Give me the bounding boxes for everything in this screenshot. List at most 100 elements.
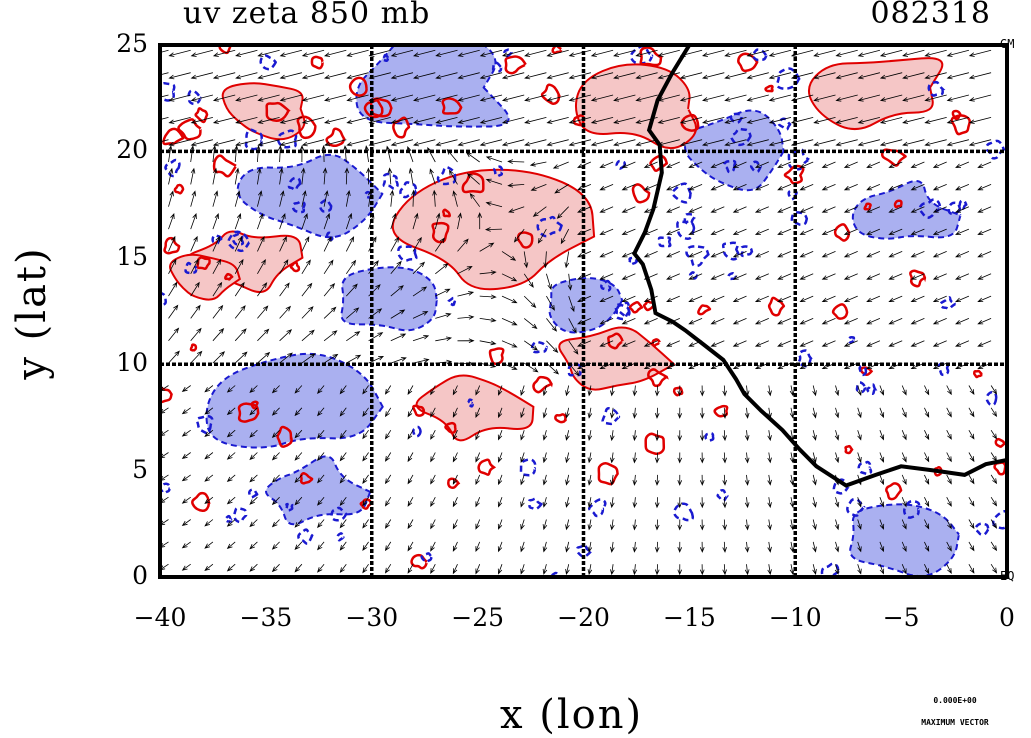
wind-vector-arrow — [181, 452, 191, 459]
wind-vector-arrow — [556, 206, 569, 219]
wind-vector-arrow — [204, 429, 214, 438]
wind-vector-arrow — [279, 259, 289, 275]
wind-vector-arrow — [294, 474, 303, 484]
wind-vector-arrow — [857, 541, 862, 553]
wind-vector-arrow — [362, 496, 369, 507]
wind-vector-arrow — [234, 235, 243, 252]
wind-vector-arrow — [746, 117, 769, 124]
y-tick-label: 15 — [116, 241, 148, 271]
wind-vector-arrow — [257, 72, 280, 80]
negative-vorticity-contour — [740, 245, 754, 258]
wind-vector-arrow — [435, 336, 453, 342]
wind-vector-arrow — [932, 251, 947, 258]
wind-vector-arrow — [368, 355, 385, 364]
wind-vector-arrow — [181, 563, 191, 571]
wind-vector-arrow — [257, 259, 266, 274]
wind-vector-arrow — [777, 340, 792, 347]
wind-vector-arrow — [902, 94, 925, 102]
wind-vector-arrow — [843, 273, 858, 280]
wind-vector-arrow — [946, 139, 969, 147]
negative-vorticity-contour — [671, 182, 692, 204]
wind-vector-arrow — [212, 213, 219, 230]
wind-vector-arrow — [317, 429, 325, 439]
wind-vector-arrow — [301, 117, 325, 124]
wind-vector-arrow — [946, 407, 952, 418]
wind-vector-arrow — [249, 519, 258, 528]
wind-vector-arrow — [339, 519, 347, 529]
wind-vector-arrow — [932, 340, 947, 347]
wind-vector-arrow — [542, 407, 548, 419]
wind-vector-arrow — [699, 430, 705, 442]
positive-vorticity-contour — [994, 437, 1006, 448]
wind-vector-arrow — [475, 385, 481, 396]
wind-vector-arrow — [924, 430, 930, 441]
wind-vector-arrow — [181, 496, 191, 504]
wind-vector-arrow — [955, 318, 970, 325]
wind-vector-arrow — [955, 161, 970, 168]
positive-vorticity-contour — [447, 477, 461, 490]
wind-vector-arrow — [910, 184, 925, 191]
wind-vector-arrow — [946, 94, 970, 102]
wind-vector-arrow — [542, 564, 548, 575]
wind-vector-arrow — [977, 206, 992, 213]
wind-vector-arrow — [255, 145, 261, 163]
wind-vector-arrow — [843, 228, 858, 235]
wind-vector-arrow — [190, 281, 200, 297]
wind-vector-arrow — [710, 318, 725, 325]
wind-vector-arrow — [834, 519, 840, 531]
negative-vorticity-contour — [716, 489, 729, 503]
wind-vector-arrow — [968, 117, 992, 124]
wind-vector-arrow — [587, 430, 593, 442]
wind-vector-arrow — [411, 189, 416, 207]
wind-vector-arrow — [968, 541, 975, 552]
wind-vector-arrow — [599, 228, 614, 235]
wind-vector-arrow — [932, 228, 947, 235]
wind-vector-arrow — [866, 340, 881, 347]
wind-vector-arrow — [321, 144, 327, 163]
wind-vector-arrow — [434, 237, 445, 252]
wind-vector-arrow — [577, 340, 592, 347]
wind-vector-arrow — [722, 474, 727, 486]
wind-vector-arrow — [621, 206, 636, 213]
wind-vector-arrow — [497, 497, 503, 508]
wind-vector-arrow — [654, 407, 660, 419]
wind-vector-arrow — [568, 139, 591, 147]
wind-vector-arrow — [688, 273, 703, 280]
wind-vector-arrow — [390, 72, 414, 80]
wind-vector-arrow — [479, 242, 495, 252]
positive-vorticity-contour — [628, 301, 644, 314]
wind-vector-arrow — [407, 407, 414, 418]
wind-vector-arrow — [485, 201, 503, 208]
wind-vector-arrow — [362, 407, 369, 417]
wind-vector-arrow — [389, 189, 395, 207]
wind-vector-arrow — [324, 94, 347, 102]
wind-vector-arrow — [301, 282, 313, 297]
wind-vector-arrow — [523, 251, 529, 269]
wind-vector-arrow — [479, 340, 497, 346]
wind-vector-arrow — [888, 340, 903, 347]
negative-vorticity-contour — [536, 215, 563, 238]
wind-vector-arrow — [821, 273, 836, 280]
wind-vector-arrow — [902, 117, 925, 124]
wind-vector-arrow — [212, 94, 236, 102]
wind-vector-arrow — [910, 340, 925, 347]
wind-vector-arrow — [901, 497, 907, 508]
wind-vector-arrow — [724, 72, 747, 80]
lat-lon-grid — [160, 45, 1007, 577]
wind-vector-arrow — [432, 189, 437, 207]
positive-vorticity-contour — [299, 472, 314, 485]
wind-vector-arrow — [479, 317, 497, 323]
wind-vector-arrow — [821, 318, 836, 325]
positive-vorticity-contour — [296, 115, 317, 140]
wind-vector-arrow — [412, 261, 426, 275]
wind-vector-arrow — [632, 497, 638, 509]
positive-vorticity-contour — [431, 221, 450, 244]
wind-vector-arrow — [322, 167, 328, 185]
wind-vector-arrow — [384, 519, 392, 529]
wind-vector-arrow — [977, 161, 992, 168]
wind-vector-arrow — [924, 117, 947, 124]
wind-vector-arrow — [857, 407, 862, 419]
wind-vector-arrow — [568, 72, 591, 80]
wind-vector-arrow — [621, 295, 636, 302]
wind-vector-arrow — [577, 161, 592, 168]
